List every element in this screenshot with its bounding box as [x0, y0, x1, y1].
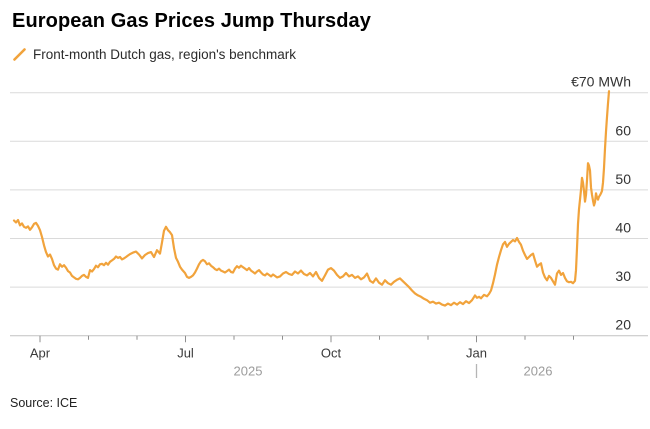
x-axis-month-label: Apr [30, 346, 51, 361]
y-axis-label: 20 [615, 317, 631, 333]
x-axis-month-label: Oct [321, 346, 342, 361]
x-axis-month-label: Jul [177, 346, 194, 361]
y-axis-label: 40 [615, 220, 631, 236]
y-axis-label: 30 [615, 268, 631, 284]
legend-line-icon [13, 48, 26, 61]
source-label: Source: ICE [10, 396, 78, 410]
page-title: European Gas Prices Jump Thursday [12, 10, 371, 32]
chart-legend: Front-month Dutch gas, region's benchmar… [13, 47, 296, 62]
y-axis-label: €70 MWh [571, 74, 631, 90]
x-axis-month-label: Jan [466, 346, 487, 361]
y-axis-label: 60 [615, 122, 631, 138]
year-label: 2026 [524, 364, 553, 379]
year-label: 2025 [234, 364, 263, 379]
legend-label: Front-month Dutch gas, region's benchmar… [33, 47, 296, 62]
price-line [12, 90, 611, 307]
y-axis-label: 50 [615, 171, 631, 187]
